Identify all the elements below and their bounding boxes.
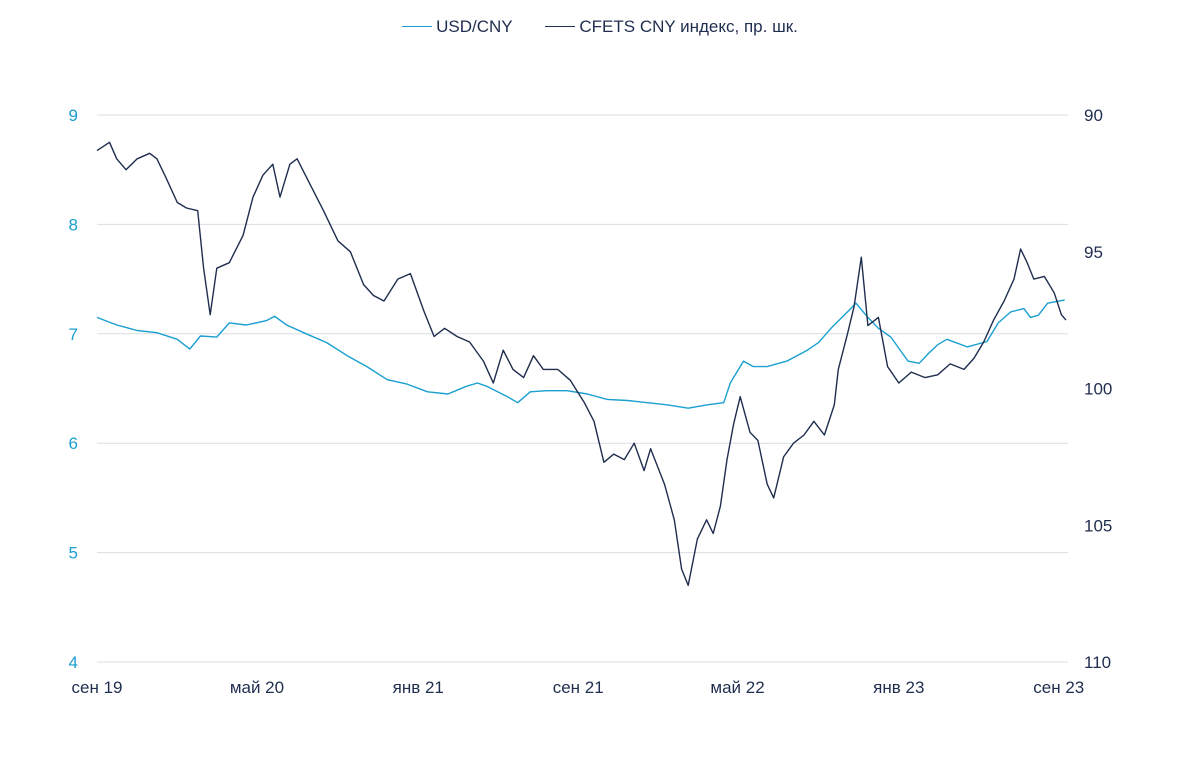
right-axis-tick-label: 105 <box>1084 516 1112 535</box>
x-axis-tick-label: сен 23 <box>1033 678 1084 697</box>
legend-swatch-cfets <box>545 26 576 27</box>
x-axis-tick-label: май 20 <box>230 678 284 697</box>
chart-legend: USD/CNY CFETS CNY индекс, пр. шк. <box>0 12 1200 37</box>
legend-swatch-usd-cny <box>402 26 433 27</box>
legend-label-cfets: CFETS CNY индекс, пр. шк. <box>579 16 798 36</box>
left-axis-tick-label: 9 <box>69 106 78 125</box>
left-axis-tick-label: 8 <box>69 215 78 234</box>
series-line-usd-cny <box>96 299 1065 409</box>
legend-item-usd-cny: USD/CNY <box>402 17 513 37</box>
right-axis-tick-label: 110 <box>1084 653 1111 672</box>
x-axis-tick-label: сен 21 <box>553 678 604 697</box>
right-axis-tick-label: 100 <box>1084 380 1112 399</box>
x-axis-tick-label: май 22 <box>710 678 764 697</box>
left-axis-tick-label: 5 <box>69 544 78 563</box>
x-axis-tick-label: янв 23 <box>873 678 924 697</box>
right-axis-tick-label: 90 <box>1084 106 1103 125</box>
legend-label-usd-cny: USD/CNY <box>436 16 513 36</box>
right-axis-tick-label: 95 <box>1084 243 1103 262</box>
series-line-cfets-index <box>96 141 1067 587</box>
left-axis-tick-label: 6 <box>69 434 78 453</box>
x-axis-tick-label: янв 21 <box>393 678 444 697</box>
left-axis-tick-label: 4 <box>69 653 78 672</box>
left-axis-tick-label: 7 <box>69 325 78 344</box>
legend-item-cfets: CFETS CNY индекс, пр. шк. <box>545 17 798 37</box>
x-axis-tick-label: сен 19 <box>72 678 123 697</box>
